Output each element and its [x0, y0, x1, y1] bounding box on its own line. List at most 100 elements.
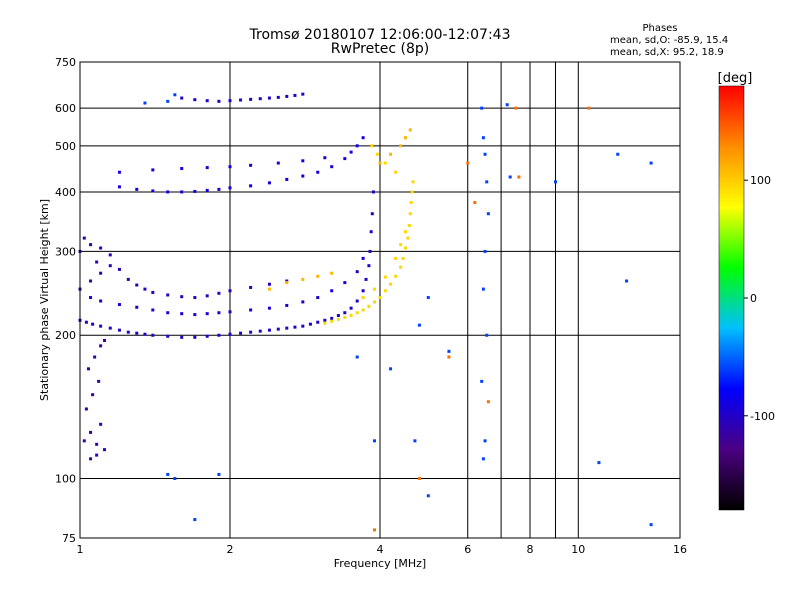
x-tick-label: 4 — [377, 543, 384, 556]
data-point — [649, 523, 653, 527]
data-point — [409, 201, 413, 205]
data-point — [117, 328, 121, 332]
data-points — [78, 92, 653, 532]
data-point — [293, 93, 297, 97]
data-point — [466, 161, 470, 165]
data-point — [97, 379, 101, 383]
data-point — [369, 230, 373, 234]
colorbar: [deg] — [718, 71, 752, 511]
data-point — [99, 246, 103, 250]
data-point — [84, 407, 88, 411]
data-point — [473, 201, 477, 205]
data-point — [89, 457, 93, 461]
data-point — [336, 314, 340, 318]
data-point — [108, 253, 112, 257]
data-point — [86, 367, 90, 371]
data-point — [411, 180, 415, 184]
data-point — [82, 236, 86, 240]
stats-x-mode: mean, sd,X: 95.2, 18.9 — [610, 47, 724, 58]
data-point — [370, 212, 374, 216]
data-point — [205, 312, 209, 316]
data-point — [486, 212, 490, 216]
data-point — [597, 461, 601, 465]
data-point — [323, 321, 327, 325]
data-point — [166, 293, 170, 297]
y-tick-label: 75 — [62, 532, 76, 545]
data-point — [228, 332, 232, 336]
data-point — [217, 311, 221, 315]
data-point — [205, 188, 209, 192]
data-point — [249, 285, 253, 289]
data-point — [166, 311, 170, 315]
data-point — [330, 165, 334, 169]
data-point — [505, 103, 509, 107]
data-point — [135, 187, 139, 191]
data-point — [143, 332, 147, 336]
data-point — [117, 170, 121, 174]
data-point — [383, 275, 387, 279]
data-point — [180, 312, 184, 316]
x-tick-label: 8 — [527, 543, 534, 556]
data-point — [426, 494, 430, 498]
y-tick-label: 750 — [55, 56, 76, 69]
data-point — [217, 472, 221, 476]
data-point — [301, 277, 305, 281]
y-tick-label: 500 — [55, 140, 76, 153]
data-point — [217, 99, 221, 103]
data-point — [117, 185, 121, 189]
data-point — [249, 184, 253, 188]
data-point — [117, 267, 121, 271]
data-point — [99, 271, 103, 275]
data-point — [95, 442, 99, 446]
data-point — [151, 189, 155, 193]
data-point — [217, 333, 221, 337]
data-point — [117, 303, 121, 307]
data-point — [394, 274, 398, 278]
data-point — [361, 296, 365, 300]
data-point — [293, 325, 297, 329]
data-point — [389, 367, 393, 371]
data-point — [89, 243, 93, 247]
data-point — [517, 175, 521, 179]
data-point — [403, 230, 407, 234]
data-point — [108, 326, 112, 330]
y-axis-ticks: 75 100 200 300 400 500 600 750 — [55, 56, 76, 545]
data-point — [378, 161, 382, 165]
data-point — [126, 330, 130, 334]
data-point — [349, 306, 353, 310]
data-point — [343, 315, 347, 319]
data-point — [95, 453, 99, 457]
data-point — [587, 106, 591, 110]
data-point — [285, 303, 289, 307]
colorbar-tick-label: -100 — [750, 410, 775, 423]
data-point — [301, 92, 305, 96]
data-point — [481, 457, 485, 461]
data-point — [99, 422, 103, 426]
data-point — [410, 190, 414, 194]
data-point — [417, 323, 421, 327]
data-point — [349, 150, 353, 154]
data-point — [403, 136, 407, 140]
x-tick-label: 2 — [227, 543, 234, 556]
data-point — [447, 355, 451, 359]
data-point — [276, 161, 280, 165]
data-point — [399, 265, 403, 269]
data-point — [166, 190, 170, 194]
data-point — [399, 144, 403, 148]
data-point — [103, 448, 107, 452]
data-point — [389, 282, 393, 286]
data-point — [135, 305, 139, 309]
data-point — [481, 287, 485, 291]
data-point — [407, 224, 411, 228]
data-point — [361, 289, 365, 293]
data-point — [355, 311, 359, 315]
data-point — [373, 439, 377, 443]
data-point — [99, 344, 103, 348]
data-point — [355, 144, 359, 148]
data-point — [99, 324, 103, 328]
data-point — [355, 299, 359, 303]
x-axis-label: Frequency [MHz] — [334, 557, 426, 570]
data-point — [91, 322, 95, 326]
data-point — [323, 318, 327, 322]
data-point — [343, 281, 347, 285]
